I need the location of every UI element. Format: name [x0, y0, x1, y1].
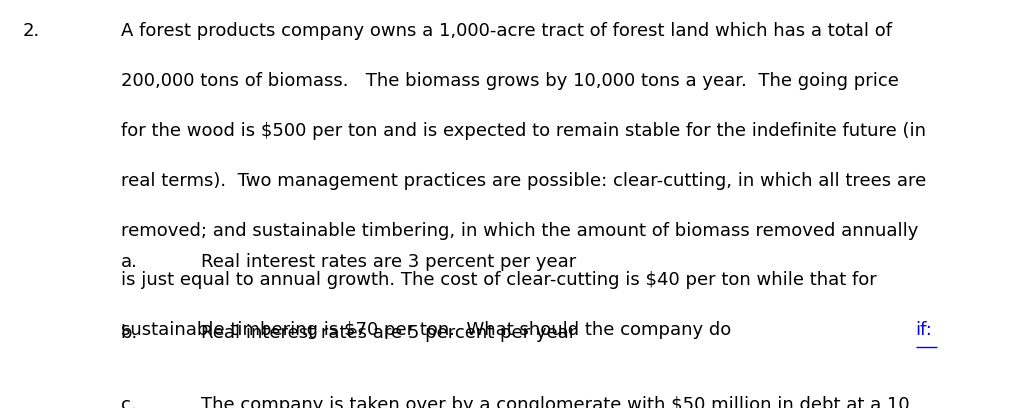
Text: The company is taken over by a conglomerate with $50 million in debt at a 10: The company is taken over by a conglomer… — [201, 396, 909, 408]
Text: removed; and sustainable timbering, in which the amount of biomass removed annua: removed; and sustainable timbering, in w… — [121, 222, 919, 239]
Text: Real interest rates are 5 percent per year: Real interest rates are 5 percent per ye… — [201, 324, 575, 342]
Text: is just equal to annual growth. The cost of clear-cutting is $40 per ton while t: is just equal to annual growth. The cost… — [121, 271, 877, 289]
Text: sustainable timbering is $70 per ton.  What should the company do: sustainable timbering is $70 per ton. Wh… — [121, 321, 737, 339]
Text: c.: c. — [121, 396, 136, 408]
Text: for the wood is $500 per ton and is expected to remain stable for the indefinite: for the wood is $500 per ton and is expe… — [121, 122, 926, 140]
Text: A forest products company owns a 1,000-acre tract of forest land which has a tot: A forest products company owns a 1,000-a… — [121, 22, 892, 40]
Text: 200,000 tons of biomass.   The biomass grows by 10,000 tons a year.  The going p: 200,000 tons of biomass. The biomass gro… — [121, 72, 899, 90]
Text: real terms).  Two management practices are possible: clear-cutting, in which all: real terms). Two management practices ar… — [121, 172, 926, 190]
Text: b.: b. — [121, 324, 138, 342]
Text: 2.: 2. — [23, 22, 40, 40]
Text: a.: a. — [121, 253, 137, 271]
Text: Real interest rates are 3 percent per year: Real interest rates are 3 percent per ye… — [201, 253, 575, 271]
Text: if:: if: — [915, 321, 933, 339]
